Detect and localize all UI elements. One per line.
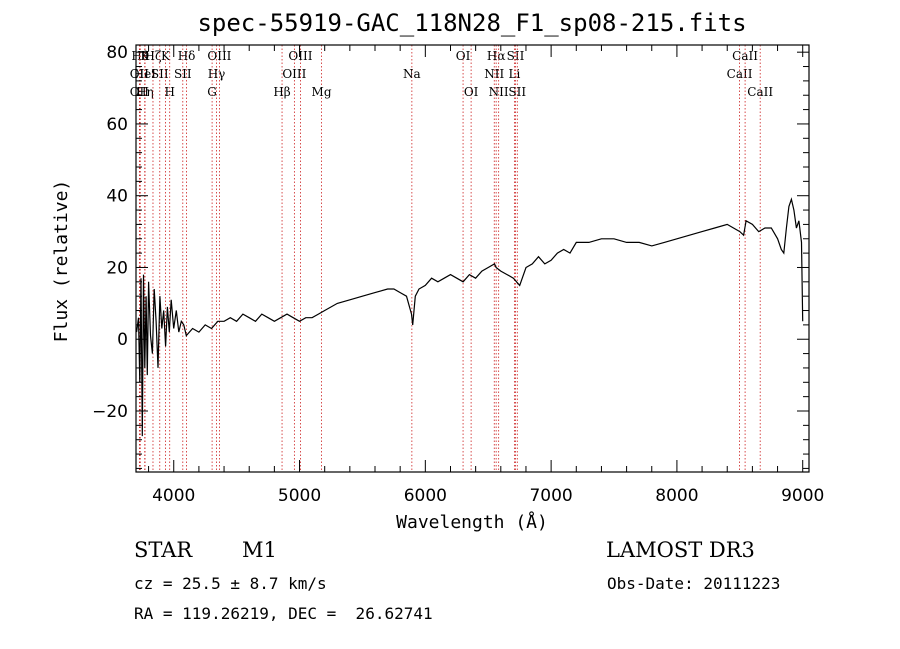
line-label-7: SII	[151, 67, 169, 81]
object-class: STAR	[134, 538, 193, 562]
subclass: M1	[242, 538, 277, 562]
line-label-9: H	[164, 85, 174, 99]
line-label-26: SII	[507, 49, 525, 63]
line-label-21: OI	[464, 85, 479, 99]
y-tick-label-5: 80	[106, 43, 128, 63]
y-tick-label-1: 0	[117, 330, 128, 350]
line-label-27: SII	[508, 85, 526, 99]
spectrum-series	[136, 197, 804, 437]
line-label-17: OIII	[288, 49, 312, 63]
y-tick-label-4: 60	[106, 115, 128, 135]
x-tick-label-5: 9000	[781, 486, 824, 506]
line-label-28: CaII	[727, 67, 753, 81]
line-label-24: NII	[489, 85, 509, 99]
obs-date-text: Obs-Date: 20111223	[607, 574, 781, 593]
line-label-5: Hη	[136, 85, 154, 99]
y-axis-label: Flux (relative)	[51, 180, 72, 343]
coordinates-text: RA = 119.26219, DEC = 26.62741	[134, 604, 433, 623]
line-label-6: Hζ	[144, 49, 161, 63]
line-label-11: SII	[174, 67, 192, 81]
survey-label: LAMOST DR3	[606, 538, 755, 562]
line-label-19: Na	[403, 67, 421, 81]
line-label-14: G	[207, 85, 217, 99]
line-label-15: Hβ	[273, 85, 290, 99]
line-label-12: Hγ	[208, 67, 226, 81]
line-label-30: CaII	[747, 85, 773, 99]
x-tick-label-3: 7000	[529, 486, 572, 506]
x-tick-label-0: 4000	[152, 486, 195, 506]
plot-frame	[135, 44, 810, 473]
line-label-18: Mg	[312, 85, 332, 99]
x-axis-label: Wavelength (Å)	[396, 511, 548, 533]
chart-title: spec-55919-GAC_118N28_F1_sp08-215.fits	[197, 9, 746, 37]
redshift-text: cz = 25.5 ± 8.7 km/s	[134, 574, 327, 593]
line-label-10: Hδ	[178, 49, 196, 63]
line-label-8: K	[161, 49, 171, 63]
y-tick-label-2: 20	[106, 258, 128, 278]
x-tick-label-4: 8000	[655, 486, 698, 506]
axis-ticks: 4000 5000 6000 7000 8000 9000 −20 0 20 40 60 80	[92, 43, 824, 506]
x-tick-label-1: 5000	[278, 486, 321, 506]
line-label-25: Li	[508, 67, 520, 81]
line-label-23: Hα	[487, 49, 506, 63]
line-label-29: CaII	[732, 49, 758, 63]
line-label-22: NII	[484, 67, 504, 81]
y-tick-label-3: 40	[106, 187, 128, 207]
x-tick-label-2: 6000	[404, 486, 447, 506]
line-label-16: OIII	[282, 67, 306, 81]
line-label-13: OIII	[207, 49, 231, 63]
line-label-20: OI	[456, 49, 471, 63]
y-tick-label-0: −20	[92, 402, 128, 422]
